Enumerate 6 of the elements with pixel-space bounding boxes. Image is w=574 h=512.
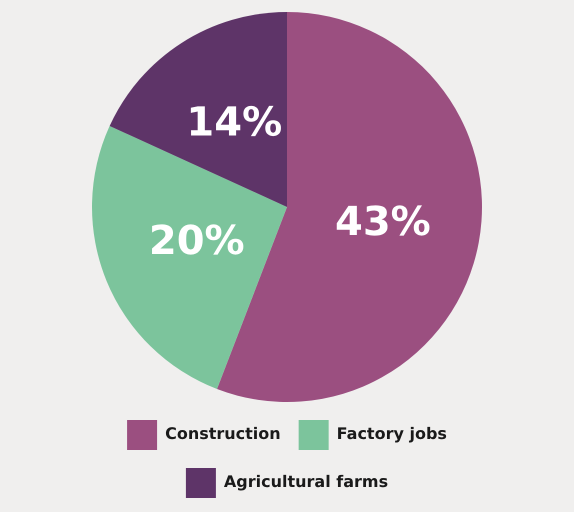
data-label: 43% (334, 199, 431, 246)
data-label: 20% (148, 218, 245, 264)
legend-label: Agricultural farms (224, 472, 388, 492)
legend-label: Construction (165, 424, 281, 444)
legend-label: Factory jobs (336, 424, 447, 444)
data-label: 14% (186, 99, 282, 146)
